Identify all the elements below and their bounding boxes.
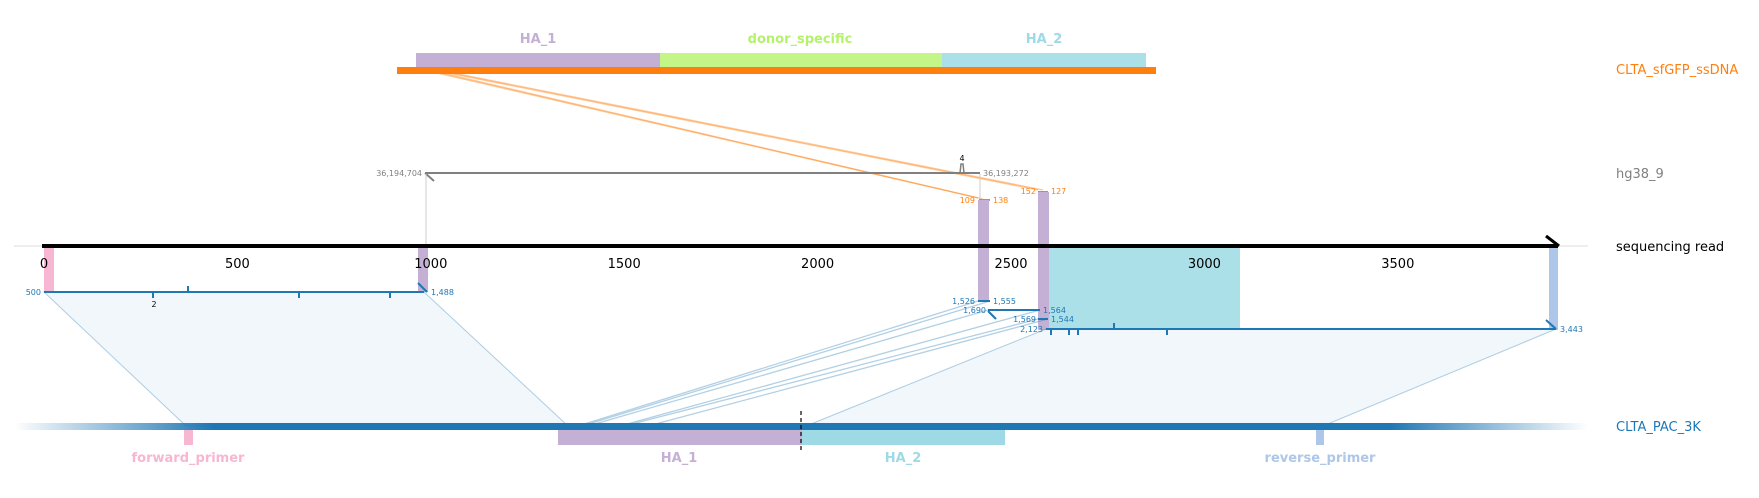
target-connector bbox=[587, 309, 989, 427]
target-alignment-start: 2,123 bbox=[1020, 325, 1043, 334]
read-axis-tick-label: 3500 bbox=[1381, 257, 1414, 272]
target-alignment-start: 1,690 bbox=[963, 306, 986, 315]
genome-track-label: hg38_9 bbox=[1616, 167, 1664, 182]
read-end-mark bbox=[1545, 234, 1560, 248]
target-feature-reverse-primer-bar bbox=[1316, 430, 1324, 445]
target-feature-ha1-bar bbox=[558, 430, 802, 445]
genome-end-coordinate: 36,193,272 bbox=[983, 169, 1029, 178]
target-connector bbox=[577, 300, 979, 427]
read-axis: 0 500 1000 1500 2000 2500 3000 3500 bbox=[40, 257, 1414, 272]
read-feature-reverse-primer bbox=[1549, 246, 1558, 330]
target-connector bbox=[623, 318, 1039, 427]
target-insertion-label: 2 bbox=[151, 300, 156, 309]
donor-alignment-start: 152 bbox=[1021, 187, 1036, 196]
target-track: forward_primer HA_1 HA_2 reverse_primer bbox=[14, 411, 1588, 466]
target-bar-fade-right bbox=[1390, 423, 1588, 430]
donor-sequence-bar bbox=[397, 67, 1156, 74]
donor-track: HA_1 donor_specific HA_2 bbox=[397, 32, 1156, 74]
read-track: 0 500 1000 1500 2000 2500 3000 3500 bbox=[14, 192, 1588, 330]
donor-alignment-connectors bbox=[432, 71, 1044, 200]
donor-feature-donor-specific-label: donor_specific bbox=[748, 32, 853, 47]
target-bar bbox=[214, 423, 1390, 430]
genome-insertion-label: 4 bbox=[959, 154, 964, 163]
target-alignments: 500 1,488 2 1,526 1,555 1,690 1,564 1,56… bbox=[26, 282, 1583, 335]
donor-feature-donor-specific-bar bbox=[660, 53, 942, 69]
read-feature-ha2 bbox=[1049, 246, 1240, 330]
read-axis-tick-label: 1000 bbox=[414, 257, 447, 272]
donor-track-label: CLTA_sfGFP_ssDNA bbox=[1616, 63, 1738, 78]
donor-alignment-end: 127 bbox=[1051, 187, 1066, 196]
target-connector bbox=[619, 309, 1041, 427]
donor-feature-ha2-bar bbox=[942, 53, 1146, 69]
target-feature-ha1-label: HA_1 bbox=[661, 451, 698, 466]
donor-alignments: 109 138 152 127 bbox=[960, 187, 1067, 205]
target-connector bbox=[581, 300, 991, 427]
donor-connector bbox=[432, 71, 979, 199]
donor-feature-ha2-label: HA_2 bbox=[1026, 32, 1063, 47]
target-alignment-start: 1,526 bbox=[952, 297, 975, 306]
read-feature-forward-primer bbox=[44, 246, 54, 292]
target-track-label: CLTA_PAC_3K bbox=[1616, 420, 1701, 435]
read-axis-tick-label: 2000 bbox=[801, 257, 834, 272]
target-alignment-end-tick bbox=[417, 282, 428, 293]
target-alignment-start: 1,569 bbox=[1013, 315, 1036, 324]
read-track-label: sequencing read bbox=[1616, 240, 1724, 255]
donor-connector bbox=[447, 71, 1044, 191]
read-axis-tick-label: 2500 bbox=[994, 257, 1027, 272]
target-feature-ha2-label: HA_2 bbox=[885, 451, 922, 466]
donor-alignment-end: 138 bbox=[993, 196, 1008, 205]
target-alignment-connectors bbox=[42, 291, 1557, 427]
donor-connector bbox=[437, 71, 984, 200]
target-feature-ha2-bar bbox=[802, 430, 1005, 445]
target-alignment-end-tick bbox=[1545, 319, 1557, 330]
read-axis-tick-label: 0 bbox=[40, 257, 48, 272]
target-alignment-end: 3,443 bbox=[1560, 325, 1583, 334]
genome-insertion-mark bbox=[959, 163, 965, 174]
read-feature-ha1 bbox=[978, 200, 989, 302]
target-alignment-end-tick bbox=[987, 310, 997, 320]
read-axis-tick-label: 1500 bbox=[608, 257, 641, 272]
donor-connector bbox=[442, 71, 1039, 191]
donor-feature-ha1-bar bbox=[416, 53, 660, 69]
read-axis-tick-label: 3000 bbox=[1188, 257, 1221, 272]
target-alignment-end: 1,564 bbox=[1043, 306, 1066, 315]
target-alignment-start: 500 bbox=[26, 288, 41, 297]
target-feature-forward-primer-bar bbox=[184, 430, 193, 445]
target-alignment-end: 1,488 bbox=[431, 288, 454, 297]
donor-alignment-start: 109 bbox=[960, 196, 975, 205]
donor-feature-ha1-label: HA_1 bbox=[520, 32, 557, 47]
target-connector bbox=[647, 318, 1049, 427]
read-axis-tick-label: 500 bbox=[225, 257, 250, 272]
read-feature-ha1 bbox=[418, 246, 428, 292]
target-alignment-end: 1,544 bbox=[1051, 315, 1074, 324]
target-feature-reverse-primer-label: reverse_primer bbox=[1265, 451, 1377, 466]
target-bar-fade-left bbox=[14, 423, 214, 430]
genome-start-coordinate: 36,194,704 bbox=[376, 169, 422, 178]
target-feature-forward-primer-label: forward_primer bbox=[132, 451, 246, 466]
read-feature-ha1 bbox=[1038, 192, 1049, 330]
target-alignment-end: 1,555 bbox=[993, 297, 1016, 306]
target-connector-area bbox=[42, 291, 570, 427]
